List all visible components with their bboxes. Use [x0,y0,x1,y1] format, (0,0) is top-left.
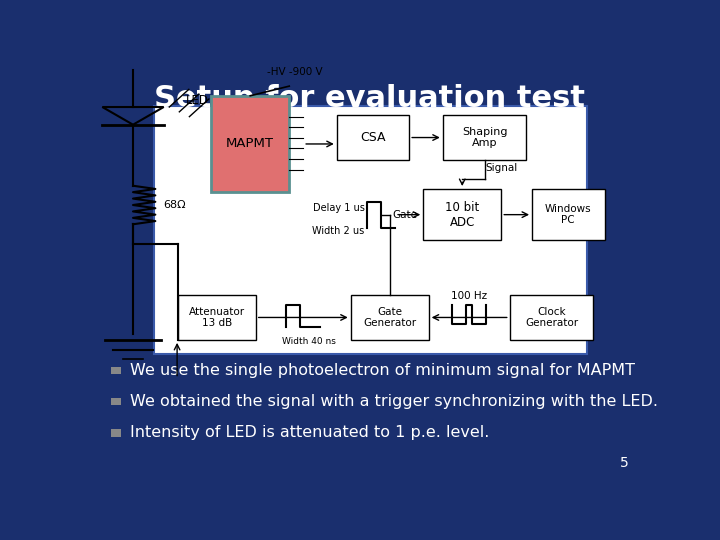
Text: Width 2 us: Width 2 us [312,226,364,236]
Bar [510,295,593,340]
Bar [532,189,605,240]
FancyBboxPatch shape [111,398,121,406]
Text: 10 bit
ADC: 10 bit ADC [445,201,480,228]
Text: Setup for evaluation test: Setup for evaluation test [153,84,585,112]
Text: Attenuator
13 dB: Attenuator 13 dB [189,307,245,328]
FancyBboxPatch shape [154,106,587,354]
Text: Signal: Signal [485,163,518,173]
Bar [351,295,429,340]
Text: Shaping
Amp: Shaping Amp [462,127,508,148]
Text: We use the single photoelectron of minimum signal for MAPMT: We use the single photoelectron of minim… [130,363,634,378]
Text: CSA: CSA [360,131,386,144]
Text: MAPMT: MAPMT [226,138,274,151]
Text: Delay 1 us: Delay 1 us [312,203,364,213]
Text: Width 40 ns: Width 40 ns [282,337,336,346]
Bar [211,96,289,192]
Text: 100 Hz: 100 Hz [451,292,487,301]
Bar [337,115,409,160]
Text: -HV -900 V: -HV -900 V [267,67,323,77]
Bar [423,189,501,240]
FancyBboxPatch shape [111,367,121,374]
Text: Windows
PC: Windows PC [545,204,592,226]
Text: Clock
Generator: Clock Generator [525,307,578,328]
Text: LED: LED [186,94,209,107]
Bar [178,295,256,340]
Bar [443,115,526,160]
Text: 68Ω: 68Ω [163,200,186,210]
Text: We obtained the signal with a trigger synchronizing with the LED.: We obtained the signal with a trigger sy… [130,394,657,409]
Text: Intensity of LED is attenuated to 1 p.e. level.: Intensity of LED is attenuated to 1 p.e.… [130,426,489,440]
Text: 5: 5 [620,456,629,470]
Text: Gate
Generator: Gate Generator [363,307,416,328]
Text: Gate: Gate [392,210,418,220]
FancyBboxPatch shape [111,429,121,436]
